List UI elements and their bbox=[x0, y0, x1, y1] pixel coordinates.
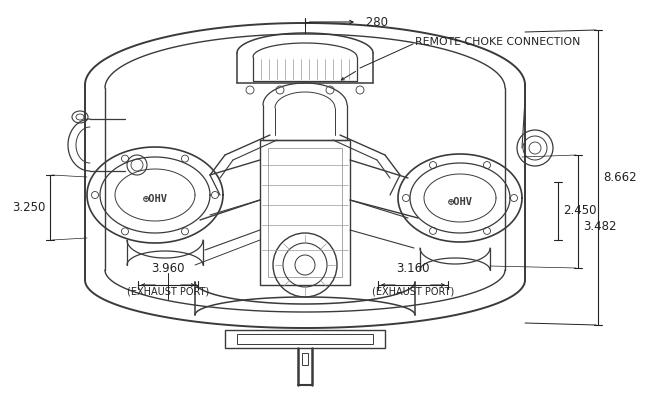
Bar bbox=[225, 330, 385, 348]
Text: .280: .280 bbox=[363, 16, 389, 28]
Bar bbox=[260, 140, 350, 285]
Text: 3.160: 3.160 bbox=[396, 262, 430, 275]
Text: ⊕OHV: ⊕OHV bbox=[448, 197, 472, 207]
Bar bbox=[302, 353, 308, 365]
Text: REMOTE CHOKE CONNECTION: REMOTE CHOKE CONNECTION bbox=[415, 37, 581, 47]
Text: 3.482: 3.482 bbox=[583, 220, 616, 233]
Text: ⊕OHV: ⊕OHV bbox=[142, 194, 167, 204]
Text: (EXHAUST PORT): (EXHAUST PORT) bbox=[372, 287, 454, 297]
Text: 2.450: 2.450 bbox=[563, 204, 597, 218]
Bar bbox=[237, 334, 373, 344]
Text: 8.662: 8.662 bbox=[603, 171, 636, 184]
Text: 3.960: 3.960 bbox=[151, 262, 185, 275]
Text: 3.250: 3.250 bbox=[13, 201, 46, 214]
Text: (EXHAUST PORT): (EXHAUST PORT) bbox=[127, 287, 209, 297]
Bar bbox=[268, 148, 342, 277]
